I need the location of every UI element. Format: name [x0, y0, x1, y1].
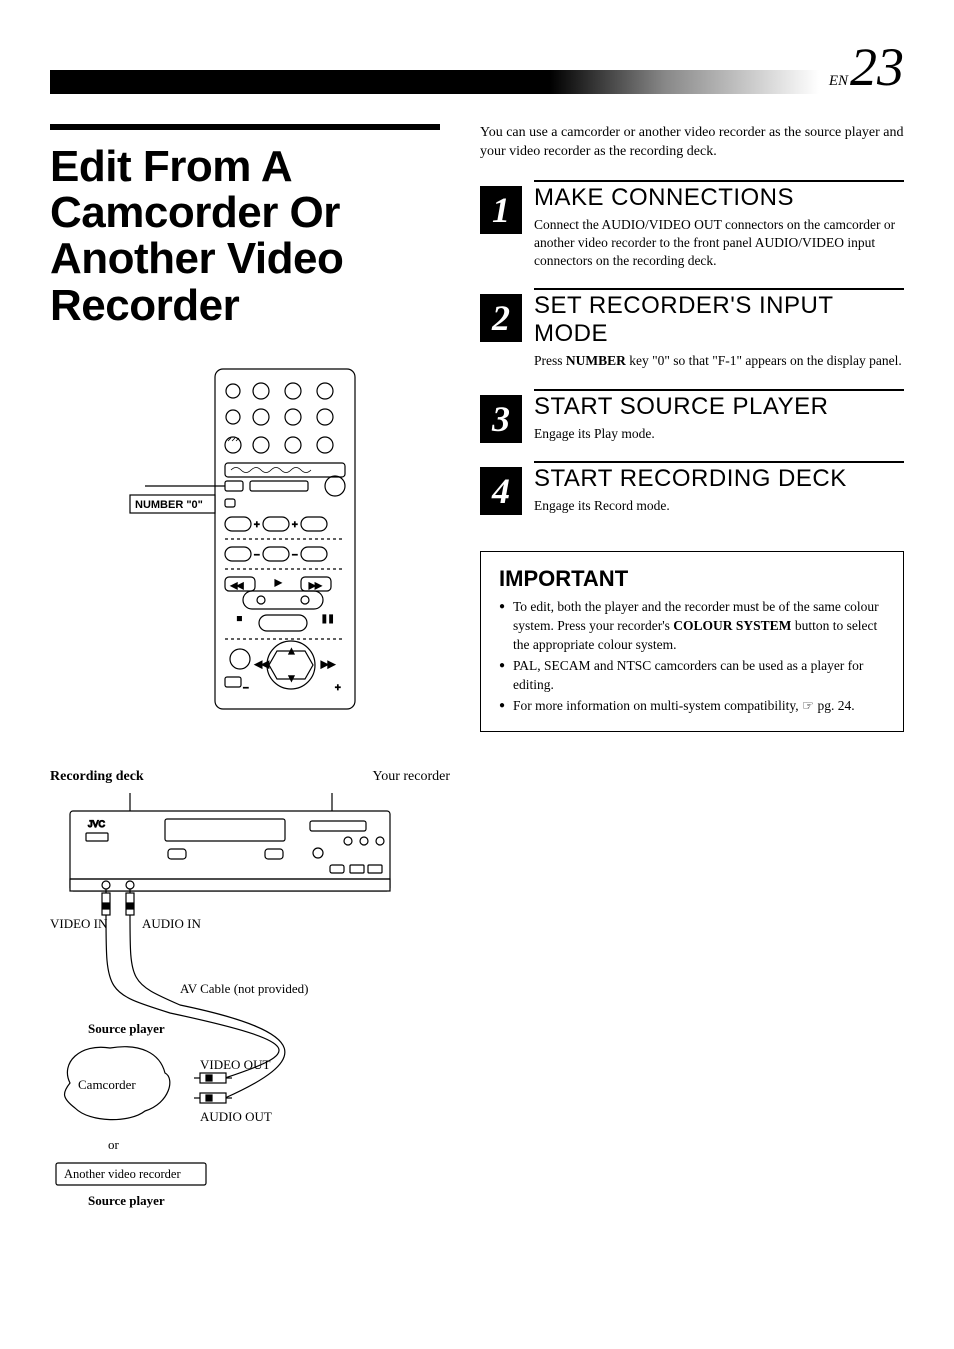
another-recorder-text: Another video recorder: [64, 1167, 181, 1181]
svg-text:■: ■: [237, 614, 242, 623]
or-text: or: [108, 1137, 120, 1152]
title-rule: [50, 124, 440, 130]
av-cable-text: AV Cable (not provided): [180, 981, 308, 996]
audio-out-text: AUDIO OUT: [200, 1109, 272, 1124]
step-3: 3 START SOURCE PLAYER Engage its Play mo…: [480, 389, 904, 443]
intro-text: You can use a camcorder or another video…: [480, 124, 904, 162]
step-rule: [534, 461, 904, 463]
step-title: MAKE CONNECTIONS: [534, 184, 904, 212]
svg-text:▶▶: ▶▶: [309, 581, 322, 590]
step-desc-pre: Press: [534, 353, 566, 368]
step-title: START SOURCE PLAYER: [534, 393, 904, 421]
svg-text:+: +: [254, 520, 260, 531]
svg-text:❚❚: ❚❚: [321, 614, 334, 623]
header-gradient-bar: [50, 70, 819, 94]
step-2: 2 SET RECORDER'S INPUT MODE Press NUMBER…: [480, 288, 904, 370]
important-bold: COLOUR SYSTEM: [673, 618, 791, 633]
important-item: PAL, SECAM and NTSC camcorders can be us…: [499, 657, 885, 695]
step-desc: Engage its Record mode.: [534, 497, 904, 515]
svg-text:+: +: [292, 520, 298, 531]
lang-prefix: EN: [829, 73, 848, 90]
audio-in-text: AUDIO IN: [142, 916, 201, 931]
video-in-text: VIDEO IN: [50, 916, 108, 931]
remote-control-icon: + + − − ◀◀ ▶▶ ▶ ■ ❚❚: [125, 359, 375, 719]
step-number: 3: [480, 395, 522, 443]
svg-text:−: −: [292, 550, 298, 561]
camcorder-text: Camcorder: [78, 1077, 136, 1092]
step-desc: Engage its Play mode.: [534, 425, 904, 443]
important-title: IMPORTANT: [499, 566, 885, 592]
svg-text:▶▶: ▶▶: [321, 659, 335, 669]
important-item: To edit, both the player and the recorde…: [499, 598, 885, 655]
step-title: START RECORDING DECK: [534, 465, 904, 493]
important-list: To edit, both the player and the recorde…: [499, 598, 885, 715]
source-player-text-2: Source player: [88, 1193, 165, 1208]
important-box: IMPORTANT To edit, both the player and t…: [480, 551, 904, 732]
step-1: 1 MAKE CONNECTIONS Connect the AUDIO/VID…: [480, 180, 904, 271]
svg-text:+: +: [335, 683, 341, 694]
step-rule: [534, 288, 904, 290]
wiring-svg: JVC: [50, 793, 410, 1253]
video-out-text: VIDEO OUT: [200, 1057, 270, 1072]
remote-diagram: + + − − ◀◀ ▶▶ ▶ ■ ❚❚: [50, 359, 450, 719]
step-rule: [534, 180, 904, 182]
step-desc: Press NUMBER key "0" so that "F-1" appea…: [534, 352, 904, 370]
step-number: 1: [480, 186, 522, 234]
recording-deck-label: Recording deck: [50, 769, 144, 785]
step-title: SET RECORDER'S INPUT MODE: [534, 292, 904, 348]
step-desc-post: key "0" so that "F-1" appears on the dis…: [626, 353, 902, 368]
svg-text:−: −: [243, 683, 249, 694]
page-number-value: 23: [850, 40, 904, 94]
svg-text:▼: ▼: [287, 673, 296, 683]
page-number: EN 23: [829, 40, 904, 94]
page-header: EN 23: [50, 40, 904, 94]
svg-text:JVC: JVC: [88, 819, 106, 829]
svg-text:−: −: [254, 550, 260, 561]
main-title: Edit From A Camcorder Or Another Video R…: [50, 144, 450, 329]
source-player-text-1: Source player: [88, 1021, 165, 1036]
step-number: 4: [480, 467, 522, 515]
number-0-callout-text: NUMBER "0": [135, 499, 203, 511]
step-rule: [534, 389, 904, 391]
step-desc-bold: NUMBER: [566, 353, 626, 368]
important-item: For more information on multi-system com…: [499, 697, 885, 716]
your-recorder-label: Your recorder: [373, 769, 451, 785]
step-desc: Connect the AUDIO/VIDEO OUT connectors o…: [534, 216, 904, 271]
step-4: 4 START RECORDING DECK Engage its Record…: [480, 461, 904, 515]
svg-text:▶: ▶: [275, 578, 282, 587]
wiring-diagram: Recording deck Your recorder JVC: [50, 769, 450, 1258]
svg-text:◀◀: ◀◀: [231, 581, 244, 590]
step-number: 2: [480, 294, 522, 342]
